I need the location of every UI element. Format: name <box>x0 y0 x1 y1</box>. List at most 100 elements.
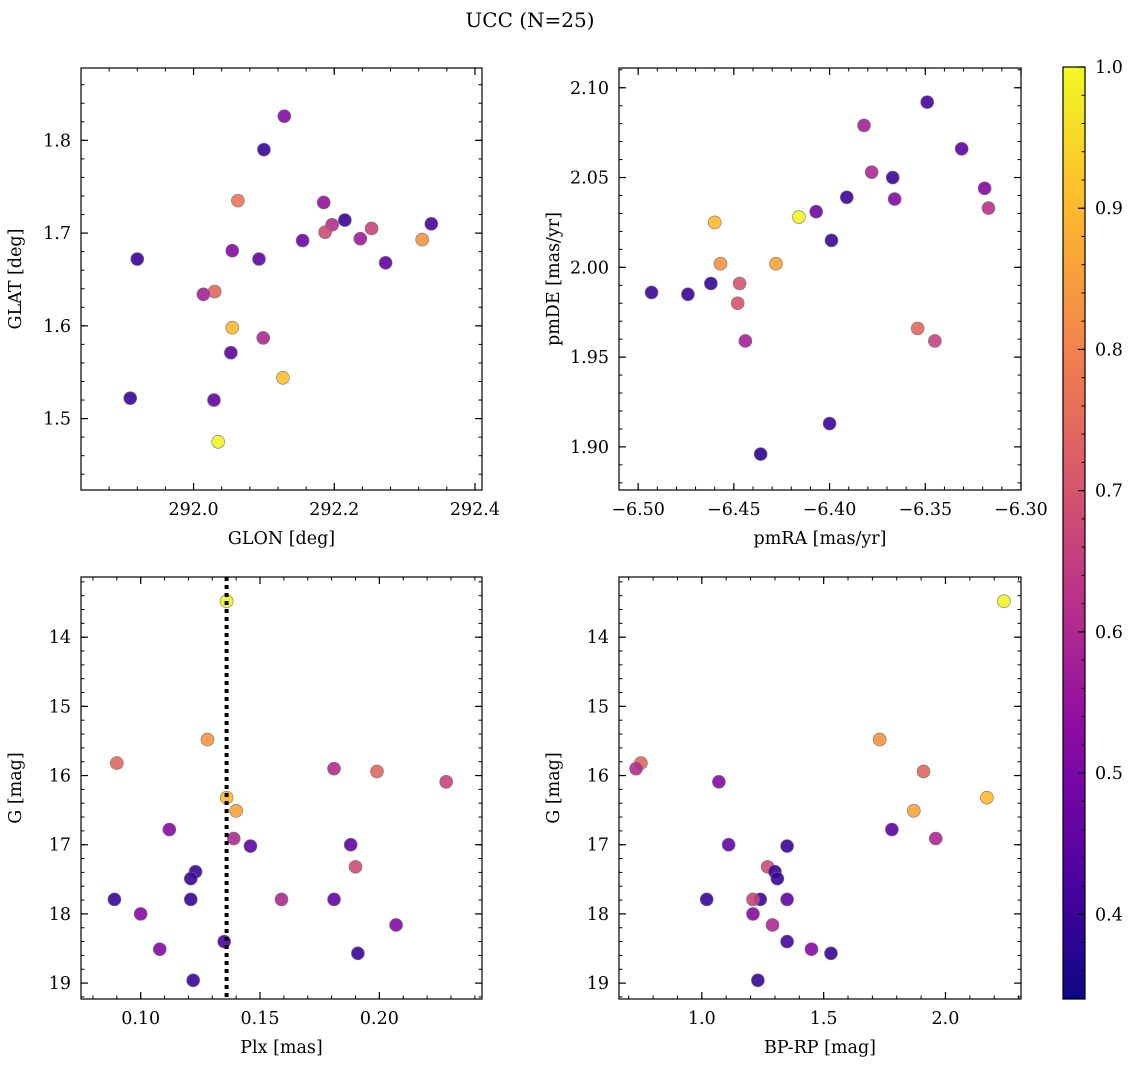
plx-g-point <box>133 907 148 921</box>
bprp-g-ytick-label: 14 <box>587 628 609 648</box>
colorbar-tick-label: 0.5 <box>1095 764 1123 784</box>
pmra-pmde-point <box>857 118 871 133</box>
glon-glat-point <box>257 142 271 157</box>
plx-g-point <box>183 892 198 907</box>
pmra-pmde-frame <box>618 67 1022 491</box>
pmra-pmde-xtick-label: −6.50 <box>611 500 665 520</box>
glon-glat-point <box>207 284 222 299</box>
glon-glat-ytick-label: 1.8 <box>43 131 71 151</box>
pmra-pmde-point <box>839 190 854 205</box>
bprp-g-panel: 1.0 1.5 2.0 14 15 16 17 18 19 BP-RP [mag] G [mag] <box>544 576 1022 1058</box>
pmra-pmde-point <box>910 321 925 336</box>
glon-glat-point <box>424 217 439 231</box>
plx-g-xtick-label: 0.10 <box>121 1009 160 1029</box>
pmra-pmde-point <box>822 416 837 431</box>
pmra-pmde-point <box>824 233 839 248</box>
pmra-pmde-ylabel: pmDE [mas/yr] <box>544 212 564 346</box>
bprp-g-xlabel: BP-RP [mag] <box>764 1038 876 1058</box>
pmra-pmde-ytick-label: 1.95 <box>570 348 609 368</box>
colorbar-tick-label: 0.9 <box>1095 199 1123 219</box>
bprp-g-xtick-label: 2.0 <box>932 1009 960 1029</box>
pmra-pmde-point <box>704 276 718 291</box>
plx-g-point <box>110 756 124 770</box>
colorbar-tick-label: 1.0 <box>1095 58 1123 78</box>
pmra-pmde-point <box>713 256 728 271</box>
bprp-g-point <box>916 764 931 779</box>
pmra-pmde-point <box>981 201 996 215</box>
bprp-g-point <box>751 973 765 988</box>
bprp-g-ytick-label: 15 <box>587 697 609 717</box>
glon-glat-point <box>353 231 368 246</box>
bprp-g-point <box>980 790 994 805</box>
pmra-pmde-point <box>644 285 659 300</box>
plx-g-minor-ticks <box>81 577 482 999</box>
plx-g-ytick-label: 17 <box>49 836 71 856</box>
plx-g-point <box>389 918 403 932</box>
plx-g-point <box>327 761 341 776</box>
bprp-g-points <box>629 594 1011 988</box>
bprp-g-frame <box>618 576 1022 1000</box>
bprp-g-point <box>629 761 643 776</box>
glon-glat-point <box>277 109 292 124</box>
glon-glat-xtick-label: 292.2 <box>309 500 359 520</box>
bprp-g-point <box>997 594 1011 609</box>
plx-g-point <box>351 946 365 961</box>
plx-g-point <box>439 774 453 789</box>
bprp-g-point <box>780 934 794 949</box>
glon-glat-point <box>364 221 379 236</box>
glon-glat-point <box>256 331 271 345</box>
colorbar-tick-label: 0.4 <box>1095 905 1123 925</box>
bprp-g-ytick-label: 16 <box>587 767 609 787</box>
plx-g-point <box>327 892 341 907</box>
plx-g-point <box>186 973 200 988</box>
plx-g-point <box>152 942 167 956</box>
plx-g-ytick-label: 15 <box>49 697 71 717</box>
glon-glat-point <box>231 193 245 208</box>
bprp-g-point <box>928 831 943 846</box>
glon-glat-xlabel: GLON [deg] <box>228 529 335 549</box>
glon-glat-point <box>225 243 240 258</box>
plx-g-point <box>162 822 177 837</box>
glon-glat-point <box>225 320 240 335</box>
bprp-g-point <box>780 839 794 853</box>
plx-g-xlabel: Plx [mas] <box>240 1038 322 1058</box>
glon-glat-point <box>316 195 331 210</box>
plx-g-ylabel: G [mag] <box>6 752 26 823</box>
figure-title: UCC (N=25) <box>465 8 594 32</box>
plx-g-point <box>107 892 122 907</box>
colorbar: 0.4 0.5 0.6 0.7 0.8 0.9 1.0 <box>1062 58 1123 1000</box>
pmra-pmde-point <box>753 447 768 461</box>
pmra-pmde-xtick-label: −6.35 <box>898 500 952 520</box>
glon-glat-major-ticks <box>81 68 482 490</box>
pmra-pmde-point <box>977 181 992 196</box>
bprp-g-point <box>885 822 899 837</box>
bprp-g-point <box>872 732 887 747</box>
pmra-pmde-point <box>732 276 747 291</box>
pmra-pmde-points <box>644 95 996 461</box>
bprp-g-ytick-label: 18 <box>587 905 609 925</box>
glon-glat-point <box>211 434 225 449</box>
glon-glat-point <box>415 232 430 247</box>
pmra-pmde-point <box>928 334 942 348</box>
plx-g-point <box>274 892 289 907</box>
plx-g-point <box>217 934 232 949</box>
plx-g-ytick-label: 14 <box>49 628 71 648</box>
plx-g-point <box>348 860 363 874</box>
colorbar-tick-label: 0.6 <box>1095 623 1123 643</box>
plx-g-xtick-label: 0.15 <box>241 1009 280 1029</box>
bprp-g-major-ticks <box>619 577 1021 999</box>
glon-glat-ylabel: GLAT [deg] <box>6 229 26 330</box>
pmra-pmde-xtick-label: −6.30 <box>994 500 1048 520</box>
pmra-pmde-point <box>864 165 879 179</box>
pmra-pmde-xlabel: pmRA [mas/yr] <box>754 529 887 549</box>
pmra-pmde-point <box>792 210 806 224</box>
plx-g-major-ticks <box>81 577 482 999</box>
glon-glat-point <box>318 225 332 239</box>
glon-glat-xtick-label: 292.0 <box>169 500 219 520</box>
glon-glat-point <box>224 345 238 360</box>
bprp-g-point <box>712 774 726 789</box>
glon-glat-point <box>276 370 290 385</box>
pmra-pmde-point <box>769 256 783 271</box>
pmra-pmde-panel: −6.50 −6.45 −6.40 −6.35 −6.30 1.90 1.95 2.00 2.0… <box>544 67 1048 549</box>
glon-glat-point <box>196 287 211 302</box>
